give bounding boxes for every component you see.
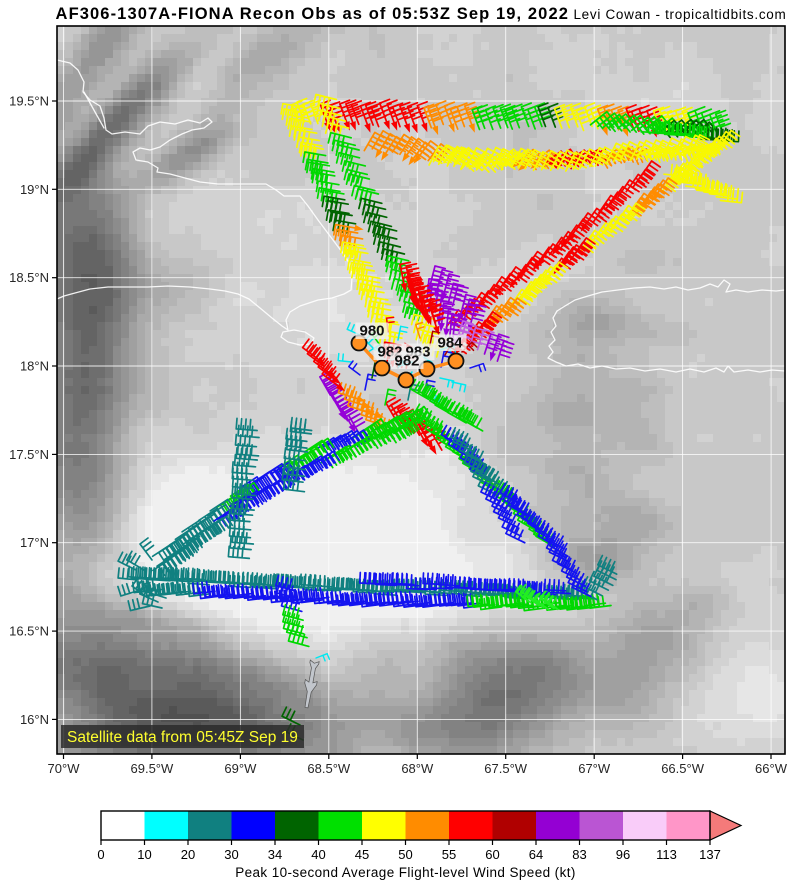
svg-text:69°W: 69°W: [224, 761, 257, 776]
svg-text:67°W: 67°W: [578, 761, 611, 776]
svg-text:66.5°W: 66.5°W: [661, 761, 705, 776]
svg-text:19.5°N: 19.5°N: [9, 94, 49, 109]
svg-text:60: 60: [485, 847, 499, 862]
svg-text:55: 55: [442, 847, 456, 862]
svg-text:70°W: 70°W: [48, 761, 81, 776]
svg-text:17.5°N: 17.5°N: [9, 447, 49, 462]
svg-text:20: 20: [181, 847, 195, 862]
svg-text:982: 982: [394, 353, 419, 370]
svg-text:984: 984: [437, 335, 463, 352]
svg-text:69.5°W: 69.5°W: [131, 761, 175, 776]
svg-text:18.5°N: 18.5°N: [9, 270, 49, 285]
svg-text:AF306-1307A-FIONA Recon Obs as: AF306-1307A-FIONA Recon Obs as of 05:53Z…: [56, 5, 787, 23]
svg-text:113: 113: [656, 847, 677, 862]
svg-text:Peak 10-second Average Flight-: Peak 10-second Average Flight-level Wind…: [235, 865, 576, 880]
svg-text:40: 40: [311, 847, 325, 862]
svg-text:68.5°W: 68.5°W: [307, 761, 351, 776]
svg-text:Satellite data from 05:45Z Sep: Satellite data from 05:45Z Sep 19: [67, 729, 298, 746]
svg-text:67.5°W: 67.5°W: [484, 761, 528, 776]
svg-text:16°N: 16°N: [20, 712, 49, 727]
svg-text:19°N: 19°N: [20, 182, 49, 197]
svg-text:50: 50: [398, 847, 412, 862]
svg-text:10: 10: [137, 847, 151, 862]
svg-text:17°N: 17°N: [20, 535, 49, 550]
svg-text:68°W: 68°W: [401, 761, 434, 776]
svg-text:0: 0: [97, 847, 104, 862]
svg-text:980: 980: [359, 323, 384, 340]
svg-text:30: 30: [224, 847, 238, 862]
svg-text:45: 45: [355, 847, 369, 862]
svg-text:137: 137: [699, 847, 721, 862]
svg-text:83: 83: [572, 847, 586, 862]
svg-text:18°N: 18°N: [20, 359, 49, 374]
svg-text:96: 96: [616, 847, 630, 862]
svg-text:34: 34: [268, 847, 282, 862]
svg-text:16.5°N: 16.5°N: [9, 624, 49, 639]
svg-text:64: 64: [529, 847, 543, 862]
svg-text:66°W: 66°W: [755, 761, 788, 776]
